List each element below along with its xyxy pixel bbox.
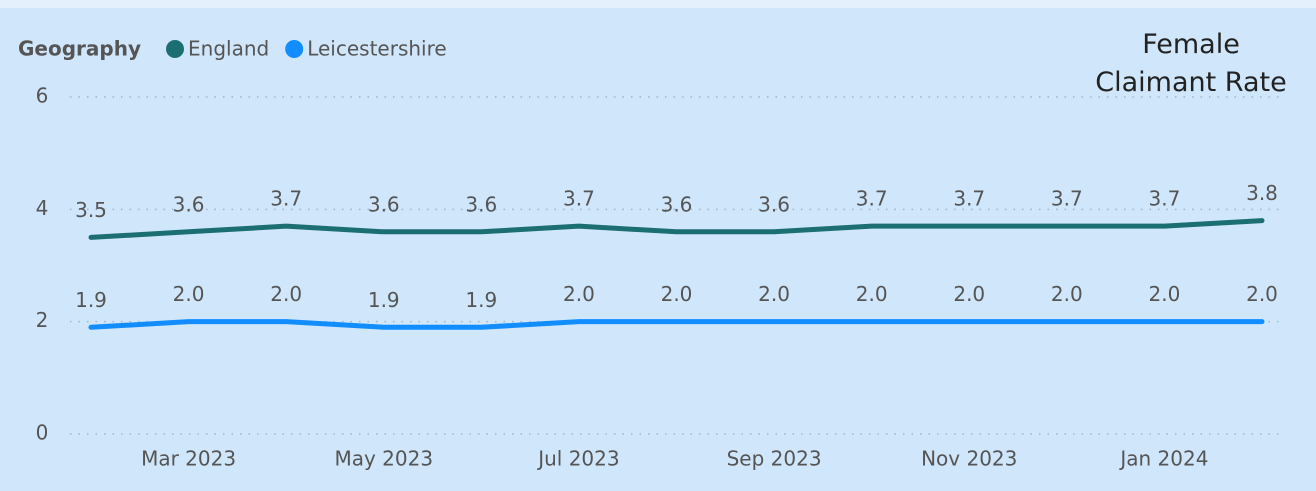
data-label: 3.8 — [1246, 181, 1278, 205]
data-label: 3.7 — [1051, 187, 1083, 211]
series-line — [88, 319, 1265, 330]
data-label: 3.6 — [465, 192, 497, 216]
x-tick-label: Jul 2023 — [536, 447, 619, 471]
x-tick-label: Jan 2024 — [1118, 447, 1208, 471]
series-line — [88, 218, 1265, 240]
data-label: 2.0 — [953, 282, 985, 306]
data-label: 3.7 — [563, 187, 595, 211]
legend-marker — [285, 40, 304, 58]
chart-title: Female Claimant Rate — [1095, 29, 1287, 98]
y-tick-label: 4 — [36, 196, 49, 220]
data-label: 3.6 — [173, 192, 205, 216]
data-label: 3.5 — [75, 198, 107, 222]
data-label: 2.0 — [856, 282, 888, 306]
y-tick-label: 0 — [36, 421, 49, 445]
y-tick-label: 2 — [36, 308, 49, 332]
data-label: 2.0 — [173, 282, 205, 306]
legend-marker — [166, 40, 184, 58]
x-tick-label: May 2023 — [334, 447, 433, 471]
data-label: 3.7 — [953, 187, 985, 211]
data-label: 3.7 — [1149, 187, 1181, 211]
x-tick-label: Sep 2023 — [727, 447, 822, 471]
data-label: 3.6 — [758, 192, 790, 216]
data-label: 1.9 — [368, 288, 400, 312]
data-label: 1.9 — [465, 288, 497, 312]
data-label: 3.7 — [270, 187, 302, 211]
legend-label: Leicestershire — [307, 37, 446, 61]
x-tick-label: Mar 2023 — [141, 447, 236, 471]
y-tick-label: 6 — [36, 84, 49, 108]
top-band — [0, 0, 1316, 8]
data-label: 3.6 — [368, 192, 400, 216]
x-tick-label: Nov 2023 — [921, 447, 1017, 471]
data-label: 2.0 — [1051, 282, 1083, 306]
legend-label: England — [188, 37, 269, 61]
data-label: 2.0 — [563, 282, 595, 306]
data-label: 2.0 — [270, 282, 302, 306]
data-label: 2.0 — [1246, 282, 1278, 306]
data-label: 2.0 — [1149, 282, 1181, 306]
data-label: 1.9 — [75, 288, 107, 312]
data-label: 2.0 — [661, 282, 693, 306]
data-label: 2.0 — [758, 282, 790, 306]
data-label: 3.7 — [856, 187, 888, 211]
legend-title: Geography — [18, 37, 141, 61]
data-label: 3.6 — [661, 192, 693, 216]
